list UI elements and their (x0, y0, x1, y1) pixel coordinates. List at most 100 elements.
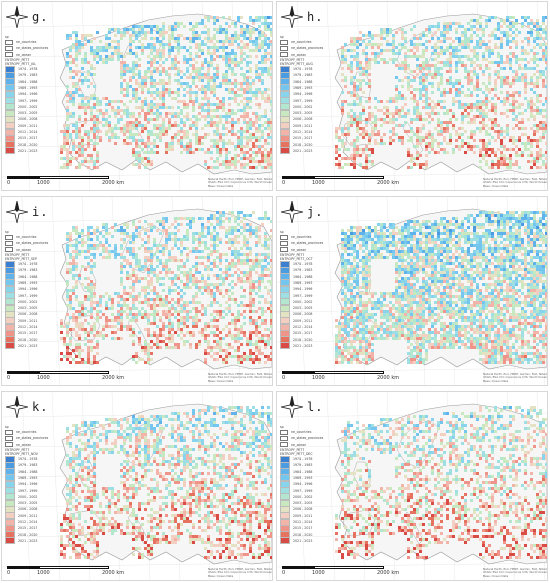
entropy-cell (138, 64, 141, 67)
entropy-cell (144, 145, 147, 148)
entropy-cell (491, 121, 494, 124)
entropy-cell (204, 280, 207, 283)
entropy-cell (201, 256, 204, 259)
entropy-cell (371, 115, 374, 118)
entropy-cell (156, 304, 159, 307)
entropy-cell (524, 148, 527, 151)
entropy-cell (267, 16, 270, 19)
entropy-cell (216, 121, 219, 124)
entropy-cell (255, 166, 258, 169)
entropy-cell (515, 118, 518, 121)
entropy-cell (494, 61, 497, 64)
entropy-cell (515, 106, 518, 109)
entropy-cell (213, 325, 216, 328)
entropy-cell (356, 37, 359, 40)
entropy-cell (204, 37, 207, 40)
entropy-cell (449, 37, 452, 40)
entropy-cell (90, 46, 93, 49)
entropy-cell (440, 121, 443, 124)
entropy-cell (162, 262, 165, 265)
entropy-cell (228, 274, 231, 277)
entropy-cell (539, 157, 542, 160)
entropy-cell (545, 28, 547, 31)
entropy-cell (506, 55, 509, 58)
entropy-cell (237, 253, 240, 256)
entropy-cell (219, 46, 222, 49)
entropy-cell (228, 268, 231, 271)
entropy-cell (267, 94, 270, 97)
entropy-cell (225, 217, 228, 220)
entropy-cell (264, 97, 267, 100)
entropy-cell (216, 250, 219, 253)
entropy-cell (258, 217, 261, 220)
entropy-cell (186, 76, 189, 79)
entropy-cell (144, 262, 147, 265)
entropy-cell (362, 136, 365, 139)
entropy-cell (87, 166, 90, 169)
entropy-cell (165, 88, 168, 91)
entropy-cell (425, 73, 428, 76)
entropy-cell (461, 61, 464, 64)
entropy-cell (102, 124, 105, 127)
entropy-cell (240, 85, 243, 88)
entropy-cell (476, 40, 479, 43)
entropy-cell (132, 70, 135, 73)
entropy-cell (123, 61, 126, 64)
entropy-cell (231, 346, 234, 349)
entropy-cell (66, 163, 69, 166)
entropy-cell (264, 247, 267, 250)
entropy-cell (347, 91, 350, 94)
entropy-cell (138, 82, 141, 85)
entropy-cell (81, 307, 84, 310)
entropy-cell (371, 43, 374, 46)
entropy-cell (494, 28, 497, 31)
entropy-cell (240, 109, 243, 112)
entropy-cell (368, 97, 371, 100)
entropy-cell (479, 130, 482, 133)
entropy-cell (213, 103, 216, 106)
entropy-cell (347, 112, 350, 115)
entropy-cell (237, 88, 240, 91)
entropy-cell (138, 73, 141, 76)
entropy-cell (264, 211, 267, 214)
entropy-cell (171, 25, 174, 28)
entropy-cell (180, 112, 183, 115)
entropy-cell (443, 34, 446, 37)
entropy-cell (419, 142, 422, 145)
entropy-cell (144, 301, 147, 304)
entropy-cell (377, 130, 380, 133)
entropy-cell (111, 28, 114, 31)
entropy-cell (539, 139, 542, 142)
entropy-cell (216, 148, 219, 151)
entropy-cell (132, 316, 135, 319)
entropy-cell (521, 25, 524, 28)
entropy-cell (180, 136, 183, 139)
entropy-cell (249, 16, 252, 19)
entropy-cell (461, 133, 464, 136)
entropy-cell (165, 259, 168, 262)
entropy-cell (219, 85, 222, 88)
entropy-cell (96, 313, 99, 316)
entropy-cell (168, 73, 171, 76)
entropy-cell (500, 25, 503, 28)
entropy-cell (539, 154, 542, 157)
entropy-cell (159, 298, 162, 301)
entropy-cell (488, 127, 491, 130)
entropy-cell (210, 124, 213, 127)
entropy-cell (539, 58, 542, 61)
entropy-cell (222, 139, 225, 142)
entropy-cell (135, 280, 138, 283)
entropy-cell (264, 157, 267, 160)
entropy-cell (350, 115, 353, 118)
entropy-cell (177, 79, 180, 82)
entropy-cell (192, 280, 195, 283)
entropy-cell (72, 286, 75, 289)
entropy-cell (261, 136, 264, 139)
entropy-cell (123, 238, 126, 241)
entropy-cell (114, 229, 117, 232)
entropy-cell (120, 310, 123, 313)
entropy-cell (270, 127, 272, 130)
entropy-cell (93, 232, 96, 235)
entropy-cell (213, 319, 216, 322)
entropy-cell (536, 52, 539, 55)
